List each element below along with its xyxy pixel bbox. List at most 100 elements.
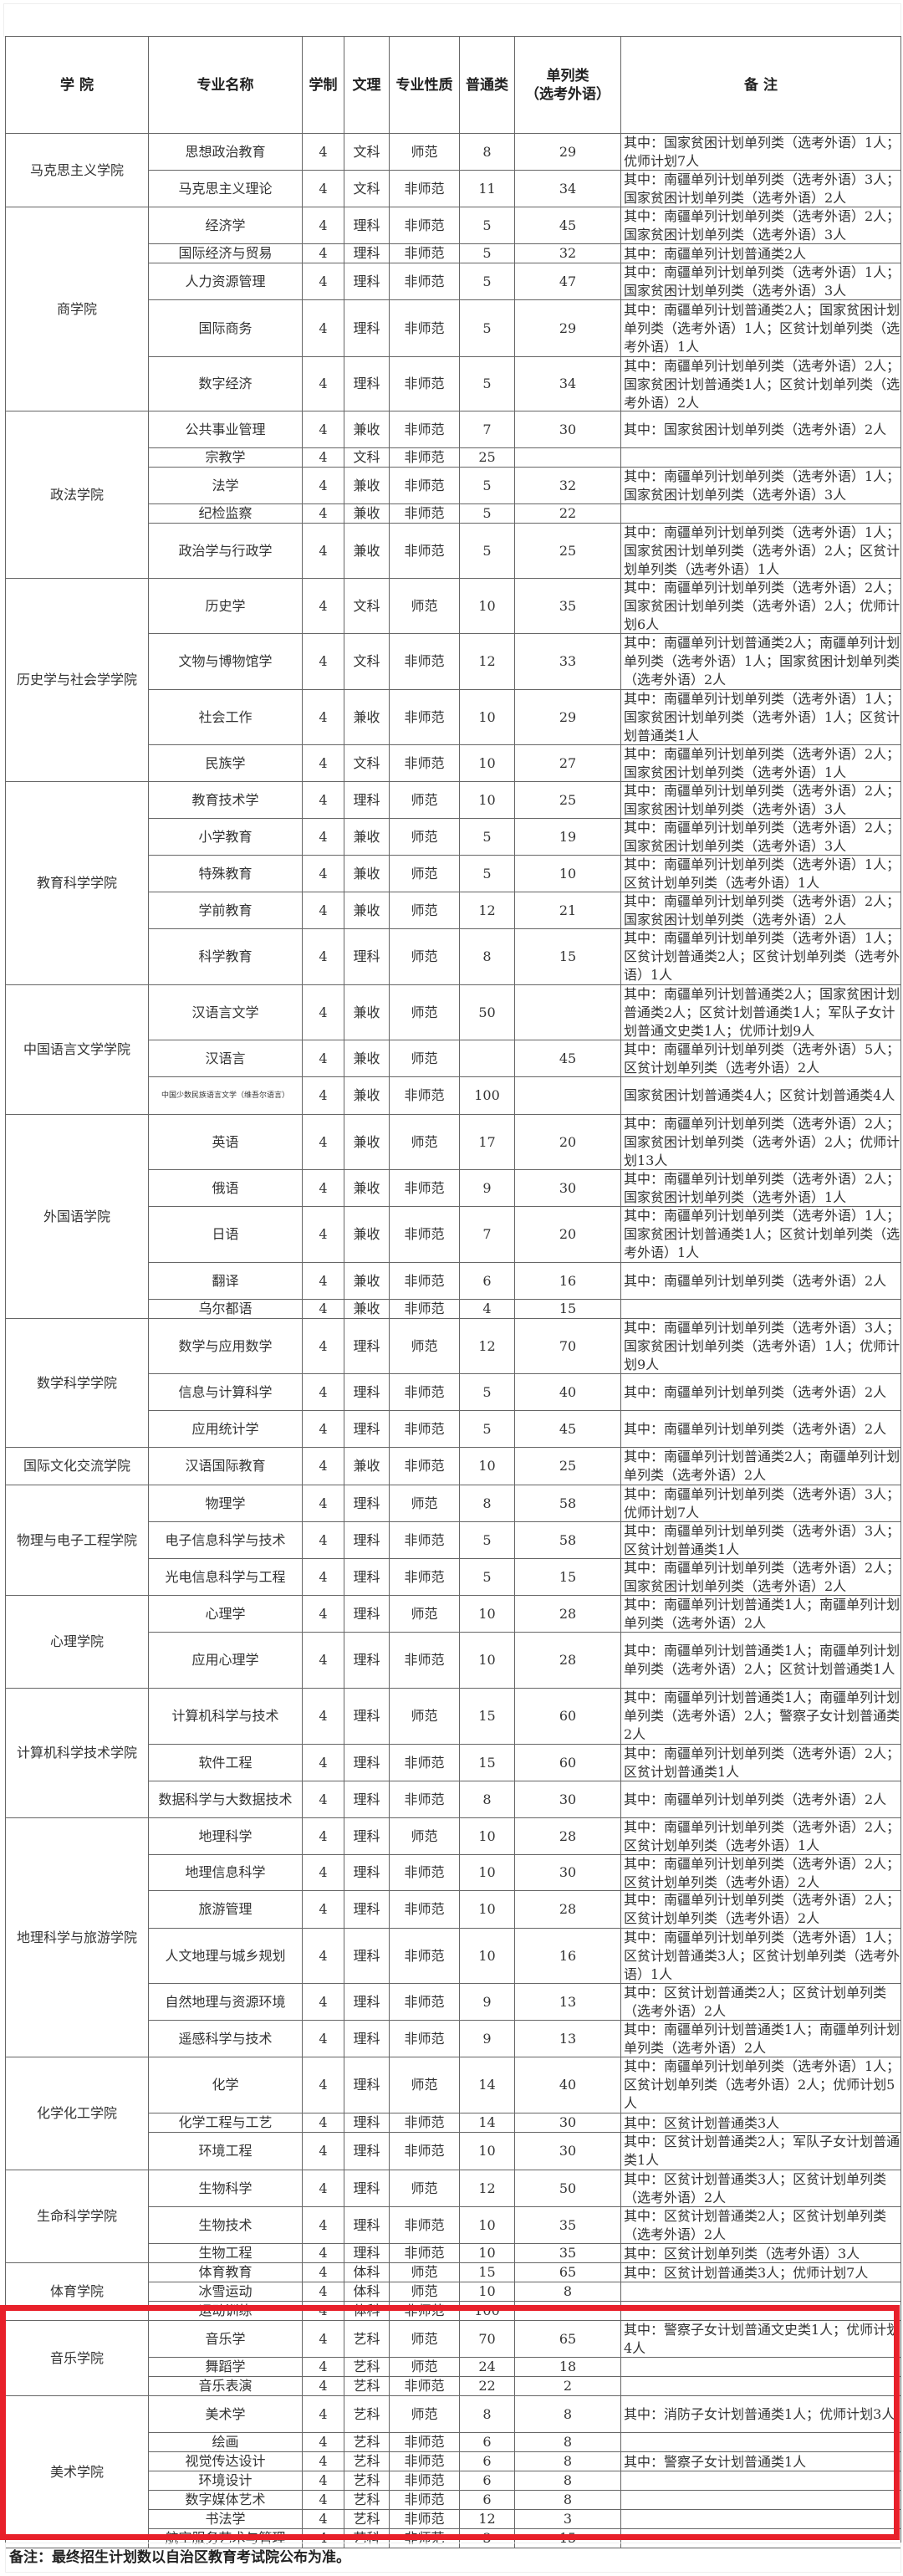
separate-cell: 50 [514,2170,621,2207]
header-remark: 备 注 [620,36,901,134]
general-cell: 5 [459,299,515,357]
remark-cell: 其中：南疆单列计划普通类1人；南疆单列计划单列类（选考外语）2人 [620,1595,901,1633]
category-cell: 理科 [344,2113,390,2133]
footer-note: 备注：最终招生计划数以自治区教育考试院公布为准。 [5,2543,901,2573]
remark-text: 其中：南疆单列计划单列类（选考外语）1人；国家贫困计划单列类（选考外语）1人；区… [624,691,900,744]
category-cell: 艺科 [344,2451,390,2471]
remark-text: 其中：南疆单列计划单列类（选考外语）2人；国家贫困计划单列类（选考外语）1人 [624,1171,900,1205]
years-cell: 4 [302,578,344,634]
table-row: 国际商务 4 理科 非师范 5 29 其中：南疆单列计划普通类2人；国家贫困计划单列类（选考… [6,299,901,357]
header-years: 学制 [302,36,344,134]
table-row: 自然地理与资源环境 4 理科 非师范 9 13 其中：区贫计划普通类2人；区贫计划单列类（选… [6,1983,901,2021]
remark-cell: 其中：南疆单列计划单列类（选考外语）1人；区贫计划单列类（选考外语）1人 [620,855,901,892]
college-cell: 政法学院 [5,411,149,579]
category-cell: 文科 [344,744,390,782]
years-cell: 4 [302,1558,344,1596]
remark-cell: 其中：南疆单列计划单列类（选考外语）2人；国家贫困计划单列类（选考外语）2人 [620,892,901,929]
remark-cell [620,1299,901,1319]
separate-cell: 29 [514,299,621,357]
years-cell: 4 [302,1521,344,1559]
category-cell: 兼收 [344,523,390,579]
category-cell: 理科 [344,1373,390,1411]
category-cell: 文科 [344,633,390,690]
major-name-cell: 计算机科学与技术 [148,1688,303,1745]
type-cell: 非师范 [389,356,460,411]
table-row: 心理学院 心理学 4 理科 师范 10 28 其中：南疆单列计划普通类1人；南疆单列计划单列类… [5,1595,901,1689]
remark-cell: 其中：南疆单列计划单列类（选考外语）3人；国家贫困计划单列类（选考外语）1人；优… [620,1318,901,1374]
type-cell: 非师范 [389,2206,460,2244]
years-cell: 4 [302,1485,344,1522]
remark-text: 其中：南疆单列计划单列类（选考外语）2人；国家贫困计划单列类（选考外语）3人 [624,783,900,817]
table-row: 化学工程与工艺 4 理科 非师范 14 30 其中：区贫计划普通类3人 [6,2113,901,2133]
major-name-cell: 特殊教育 [148,855,303,892]
category-cell: 理科 [344,1688,390,1745]
major-name-cell: 教育技术学 [148,781,303,819]
major-name-cell: 运动训练 [148,2301,303,2321]
remark-text: 其中：南疆单列计划单列类（选考外语）2人；国家贫困计划单列类（选考外语）2人 [624,893,900,928]
remark-cell: 其中：警察子女计划普通文史类1人；优师计划4人 [620,2320,901,2358]
remark-text: 其中：南疆单列计划普通类2人 [624,245,807,262]
separate-cell: 30 [514,411,621,448]
type-cell: 师范 [389,1318,460,1374]
general-cell: 10 [459,689,515,745]
remark-text: 其中：南疆单列计划单列类（选考外语）1人；区贫计划单列类（选考外语）2人；优师计… [624,2058,900,2111]
type-cell: 非师范 [389,2490,460,2510]
major-name-cell: 电子信息科学与技术 [148,1521,303,1559]
remark-text: 其中：南疆单列计划单列类（选考外语）3人；国家贫困计划单列类（选考外语）1人；优… [624,1320,900,1372]
remark-text: 其中：警察子女计划普通类1人 [624,2453,807,2470]
general-cell: 6 [459,2471,515,2491]
remark-text: 其中：南疆单列计划单列类（选考外语）1人；区贫计划普通类3人；区贫计划单列类（选… [624,1929,900,1982]
general-cell: 50 [459,984,515,1040]
general-cell: 25 [459,447,515,468]
years-cell: 4 [302,1318,344,1374]
general-cell: 8 [459,1781,515,1818]
table-row: 数字经济 4 理科 非师范 5 34 其中：南疆单列计划单列类（选考外语）2人；国家贫困计划… [6,356,901,411]
separate-cell: 58 [514,1521,621,1559]
major-name-cell: 学前教育 [148,892,303,929]
type-cell: 师范 [389,1040,460,1077]
category-cell: 兼收 [344,689,390,745]
college-cell: 商学院 [5,207,149,411]
type-cell: 非师范 [389,1928,460,1984]
table-row: 光电信息科学与工程 4 理科 非师范 5 15 其中：南疆单列计划单列类（选考外语）2人；国… [6,1558,901,1596]
table-row: 绘画 4 艺科 非师范 6 8 [6,2432,901,2452]
major-name-cell: 软件工程 [148,1744,303,1781]
general-cell: 5 [459,467,515,504]
category-cell: 兼收 [344,503,390,524]
type-cell: 师范 [389,2320,460,2358]
category-cell: 理科 [344,2243,390,2263]
category-cell: 理科 [344,2206,390,2244]
remark-text: 其中：南疆单列计划单列类（选考外语）1人；国家贫困计划单列类（选考外语）3人 [624,264,900,299]
table-row: 舞蹈学 4 艺科 师范 24 18 [6,2357,901,2377]
separate-cell: 2 [514,2376,621,2396]
separate-cell: 35 [514,2206,621,2244]
category-cell: 兼收 [344,855,390,892]
general-cell: 5 [459,503,515,524]
category-cell: 艺科 [344,2471,390,2491]
remark-text: 其中：南疆单列计划单列类（选考外语）2人 [624,1272,887,1289]
type-cell: 非师范 [389,2243,460,2263]
category-cell: 理科 [344,1632,390,1689]
category-cell: 文科 [344,170,390,207]
major-name-cell: 国际经济与贸易 [148,243,303,263]
college-cell: 美术学院 [5,2395,149,2548]
category-cell: 艺科 [344,2320,390,2358]
separate-cell: 8 [514,2395,621,2433]
general-cell: 100 [459,2301,515,2321]
major-name-cell: 数学与应用数学 [148,1318,303,1374]
category-cell: 理科 [344,2132,390,2170]
remark-cell: 其中：南疆单列计划单列类（选考外语）2人；区贫计划单列类（选考外语）1人 [620,1817,901,1855]
category-cell: 兼收 [344,1262,390,1300]
type-cell: 非师范 [389,503,460,524]
years-cell: 4 [302,503,344,524]
category-cell: 文科 [344,133,390,171]
remark-text: 其中：南疆单列计划单列类（选考外语）2人；国家贫困计划单列类（选考外语）2人 [624,1560,900,1594]
remark-cell: 其中：南疆单列计划单列类（选考外语）2人；国家贫困计划单列类（选考外语）2人；优… [620,578,901,634]
years-cell: 4 [302,2206,344,2244]
category-cell: 兼收 [344,1447,390,1485]
general-cell: 70 [459,2320,515,2358]
years-cell: 4 [302,1983,344,2021]
category-cell: 理科 [344,1485,390,1522]
remark-text: 其中：南疆单列计划普通类1人；南疆单列计划单列类（选考外语）2人；警察子女计划普… [624,1689,900,1742]
major-name-cell: 英语 [148,1114,303,1170]
